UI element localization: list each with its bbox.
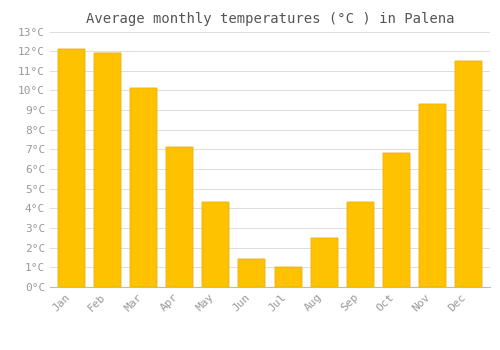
- Bar: [58, 49, 85, 287]
- Bar: [382, 153, 410, 287]
- Bar: [274, 267, 301, 287]
- Bar: [238, 259, 266, 287]
- Bar: [94, 53, 121, 287]
- Bar: [346, 203, 374, 287]
- Bar: [455, 61, 482, 287]
- Bar: [455, 61, 482, 287]
- Bar: [58, 49, 85, 287]
- Bar: [130, 89, 158, 287]
- Bar: [382, 153, 410, 287]
- Bar: [130, 89, 158, 287]
- Bar: [346, 203, 374, 287]
- Bar: [166, 147, 194, 287]
- Bar: [310, 238, 338, 287]
- Bar: [274, 267, 301, 287]
- Bar: [310, 238, 338, 287]
- Bar: [419, 104, 446, 287]
- Title: Average monthly temperatures (°C ) in Palena: Average monthly temperatures (°C ) in Pa…: [86, 12, 454, 26]
- Bar: [419, 104, 446, 287]
- Bar: [94, 53, 121, 287]
- Bar: [238, 259, 266, 287]
- Bar: [202, 203, 230, 287]
- Bar: [166, 147, 194, 287]
- Bar: [202, 203, 230, 287]
